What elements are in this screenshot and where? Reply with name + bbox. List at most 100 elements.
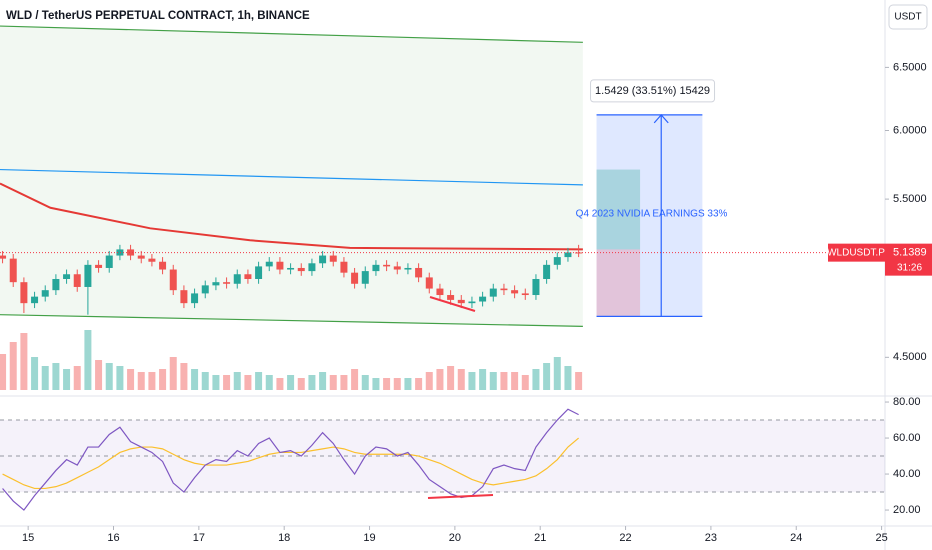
- candle-body: [329, 255, 337, 262]
- candle-body: [223, 282, 231, 284]
- volume-bar: [63, 369, 71, 390]
- position-box: [596, 114, 703, 317]
- volume-bar: [137, 372, 145, 390]
- candle-body: [148, 258, 156, 262]
- volume-bar: [532, 369, 540, 390]
- candle-body: [489, 288, 497, 297]
- volume-bar: [447, 366, 455, 390]
- candle-body: [511, 290, 519, 294]
- candle-body: [415, 267, 423, 278]
- candle-body: [169, 269, 177, 291]
- candle-body: [63, 274, 71, 279]
- candle-body: [351, 272, 359, 284]
- candle-body: [180, 290, 188, 304]
- candle-body: [84, 264, 92, 287]
- y-tick-label: 5.5000: [893, 193, 927, 205]
- volume-bar: [52, 363, 60, 390]
- y-tick-label: 80.00: [893, 396, 921, 408]
- candle-body: [137, 255, 145, 259]
- candle-body: [468, 301, 476, 304]
- countdown: 31:26: [897, 262, 922, 273]
- volume-bar: [244, 375, 252, 390]
- volume-bar: [20, 333, 28, 390]
- volume-bar: [553, 357, 561, 390]
- volume-bar: [468, 372, 476, 390]
- trendline: [427, 494, 494, 499]
- trendline: [429, 296, 476, 312]
- currency-button[interactable]: [888, 4, 928, 30]
- volume-bar: [233, 372, 241, 390]
- moving-average: [0, 168, 583, 186]
- y-tick-label: 6.0000: [893, 124, 927, 136]
- price-tag: [885, 243, 932, 276]
- candle-body: [457, 299, 465, 304]
- candle-body: [73, 274, 81, 287]
- y-tick-label: 4.5000: [893, 351, 927, 363]
- x-tick-label: 25: [875, 532, 887, 544]
- volume-bar: [255, 372, 263, 390]
- candle-body: [31, 296, 39, 304]
- volume-bar: [372, 378, 380, 390]
- candle-body: [500, 288, 508, 291]
- candle-body: [543, 264, 551, 279]
- candle-body: [479, 296, 487, 302]
- x-tick-label: 15: [22, 532, 34, 544]
- symbol-label: WLDUSDT.P: [827, 247, 885, 258]
- candle-body: [564, 252, 572, 258]
- profit-zone: [596, 169, 641, 250]
- x-tick-label: 17: [193, 532, 205, 544]
- chart-title: WLD / TetherUS PERPETUAL CONTRACT, 1h, B…: [6, 10, 310, 22]
- position-label-box: [590, 79, 716, 103]
- volume-bar: [521, 375, 529, 390]
- rsi-ma-line: [2, 437, 580, 490]
- loss-zone: [596, 249, 641, 317]
- x-tick-label: 24: [790, 532, 802, 544]
- volume-bar: [191, 369, 199, 390]
- volume-bar: [287, 375, 295, 390]
- volume-bar: [127, 369, 135, 390]
- y-tick-label: 60.00: [893, 432, 921, 444]
- volume-bar: [457, 369, 465, 390]
- candle-body: [0, 255, 7, 259]
- candle-body: [95, 264, 103, 268]
- position-note: Q4 2023 NVIDIA EARNINGS 33%: [576, 209, 728, 220]
- candle-body: [191, 293, 199, 304]
- candle-body: [532, 278, 540, 296]
- last-price-label: 5.1389: [893, 247, 927, 259]
- volume-bar: [116, 366, 124, 390]
- candle-body: [244, 274, 252, 279]
- candle-body: [575, 252, 583, 254]
- candle-body: [297, 267, 305, 272]
- volume-bar: [105, 363, 113, 390]
- volume-bar: [201, 372, 209, 390]
- volume-bar: [361, 375, 369, 390]
- volume-bar: [41, 366, 49, 390]
- candle-body: [319, 255, 327, 264]
- volume-bar: [383, 378, 391, 390]
- volume-bar: [436, 369, 444, 390]
- x-tick-label: 21: [534, 532, 546, 544]
- moving-average: [0, 182, 583, 251]
- volume-bar: [489, 372, 497, 390]
- currency-label[interactable]: USDT: [894, 12, 921, 23]
- x-tick-label: 23: [705, 532, 717, 544]
- volume-bar: [169, 357, 177, 390]
- volume-bar: [31, 357, 39, 390]
- candle-body: [553, 257, 561, 265]
- y-tick-label: 20.00: [893, 504, 921, 516]
- volume-bar: [319, 372, 327, 390]
- arrow-head: [653, 113, 669, 124]
- position-label: 1.5429 (33.51%) 15429: [595, 85, 710, 97]
- candle-body: [116, 249, 124, 256]
- candle-body: [233, 274, 241, 284]
- volume-bar: [265, 375, 273, 390]
- candle-body: [340, 261, 348, 273]
- volume-bar: [404, 378, 412, 390]
- volume-bar: [297, 378, 305, 390]
- volume-bar: [9, 342, 17, 390]
- volume-bar: [511, 372, 519, 390]
- volume-bar: [340, 375, 348, 390]
- rsi-line: [2, 408, 579, 511]
- x-tick-label: 16: [107, 532, 119, 544]
